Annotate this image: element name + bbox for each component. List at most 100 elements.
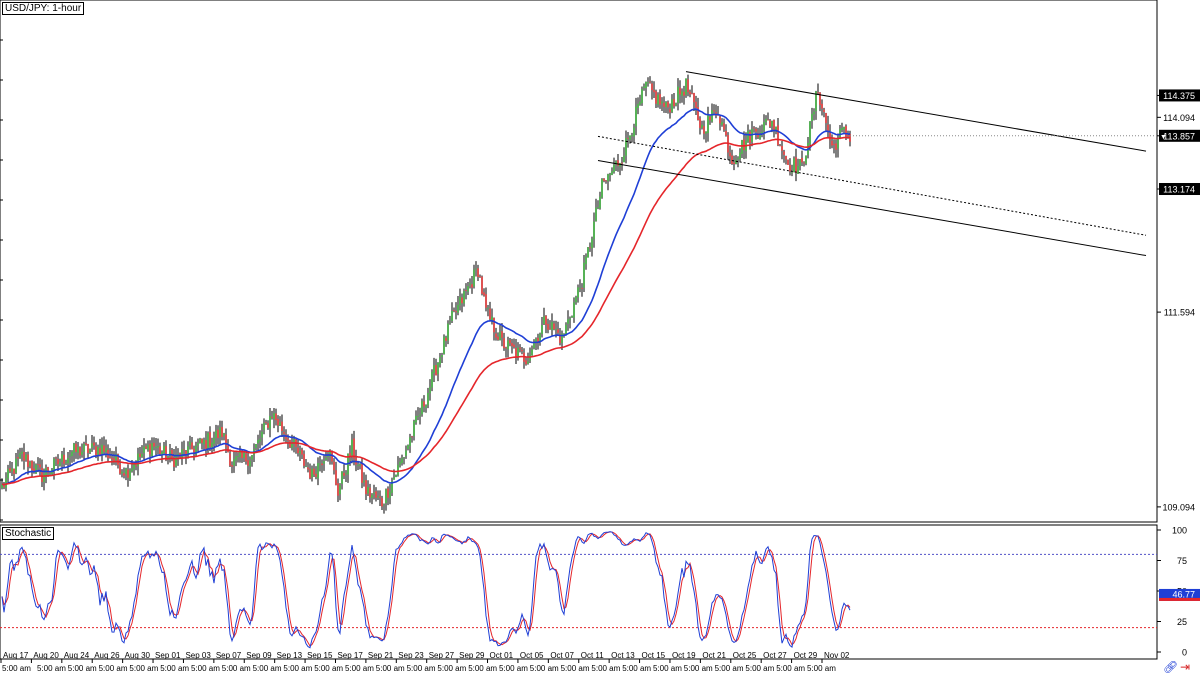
candle-body: [345, 473, 347, 475]
stochastic-axis-label: 100: [1172, 526, 1187, 536]
candle-body: [501, 331, 503, 338]
stochastic-value-label: 46.77: [1172, 589, 1195, 599]
candle-body: [503, 338, 505, 349]
candle-body: [791, 172, 793, 174]
candle-body: [37, 464, 39, 465]
candle-body: [725, 130, 727, 136]
candle-body: [565, 324, 567, 336]
candle-body: [457, 304, 459, 313]
candle-body: [61, 454, 63, 462]
candle-body: [225, 434, 227, 447]
candle-body: [427, 393, 429, 406]
time-axis-date-label: Oct 13: [611, 651, 635, 660]
candle-body: [105, 448, 107, 452]
candle-body: [783, 151, 785, 155]
candle-body: [69, 455, 71, 457]
candle-body: [315, 473, 317, 477]
candle-body: [397, 464, 399, 475]
price-tag-background: [1159, 129, 1200, 142]
stochastic-pane-frame: [0, 524, 1158, 660]
time-axis-time-label: 5:00 am: [776, 664, 805, 673]
candle-body: [849, 134, 851, 142]
candle-body: [777, 125, 779, 146]
candle-body: [389, 491, 391, 498]
time-axis-date-label: Nov 02: [824, 651, 850, 660]
candle-body: [535, 339, 537, 343]
candle-body: [585, 256, 587, 265]
candle-body: [665, 102, 667, 107]
candle-body: [187, 446, 189, 456]
time-axis-time-label: 5:00 am: [160, 664, 189, 673]
candle-body: [545, 315, 547, 325]
candle-body: [703, 126, 705, 134]
candle-body: [91, 443, 93, 448]
candle-body: [361, 462, 363, 483]
candle-body: [559, 334, 561, 344]
candle-body: [299, 450, 301, 454]
candle-body: [235, 456, 237, 461]
candle-body: [35, 464, 37, 474]
candle-body: [373, 492, 375, 495]
candle-body: [145, 446, 147, 449]
candle-body: [215, 430, 217, 438]
candle-body: [701, 124, 703, 128]
candle-body: [793, 158, 795, 172]
candle-body: [213, 437, 215, 444]
candle-body: [531, 349, 533, 356]
candle-body: [569, 318, 571, 320]
candle-body: [273, 413, 275, 419]
candle-body: [845, 126, 847, 137]
candle-body: [303, 453, 305, 466]
candle-body: [383, 504, 385, 506]
time-axis-time-label: 5:00 am: [376, 664, 405, 673]
candle-body: [219, 427, 221, 437]
channel-upper-line: [685, 71, 1147, 152]
candle-body: [539, 334, 541, 342]
time-axis-time-label: 5:00 am: [407, 664, 436, 673]
candle-body: [825, 113, 827, 124]
candle-body: [645, 81, 647, 89]
candle-body: [257, 439, 259, 444]
arrow-right-icon[interactable]: ⇥: [1180, 660, 1191, 674]
candle-body: [821, 103, 823, 109]
candle-body: [15, 458, 17, 473]
candle-body: [7, 469, 9, 479]
candle-body: [237, 456, 239, 457]
time-axis-time-label: 5:00 am: [684, 664, 713, 673]
candle-body: [593, 221, 595, 239]
candle-body: [693, 92, 695, 103]
candle-body: [307, 467, 309, 470]
candle-body: [719, 116, 721, 124]
candle-body: [529, 354, 531, 361]
candle-body: [575, 297, 577, 303]
candle-body: [89, 448, 91, 453]
main-pane-frame: [0, 0, 1158, 523]
candle-body: [655, 91, 657, 104]
candle-body: [261, 431, 263, 438]
link-icon[interactable]: 🔗︎: [1163, 660, 1179, 674]
candle-body: [9, 468, 11, 472]
candle-body: [461, 297, 463, 304]
candle-body: [113, 458, 115, 462]
candle-body: [313, 468, 315, 475]
candle-body: [763, 122, 765, 131]
candle-body: [525, 360, 527, 365]
candle-body: [623, 155, 625, 163]
candle-body: [167, 456, 169, 459]
candle-body: [317, 463, 319, 479]
candle-body: [251, 455, 253, 460]
candle-body: [663, 102, 665, 107]
price-tag-background: [1159, 89, 1200, 102]
candle-body: [847, 134, 849, 136]
candle-body: [477, 268, 479, 277]
candle-body: [115, 454, 117, 461]
candle-body: [447, 323, 449, 341]
candle-body: [211, 442, 213, 448]
candle-body: [827, 124, 829, 133]
candle-body: [721, 121, 723, 125]
candle-body: [407, 445, 409, 450]
candle-body: [23, 451, 25, 461]
candle-body: [245, 453, 247, 462]
